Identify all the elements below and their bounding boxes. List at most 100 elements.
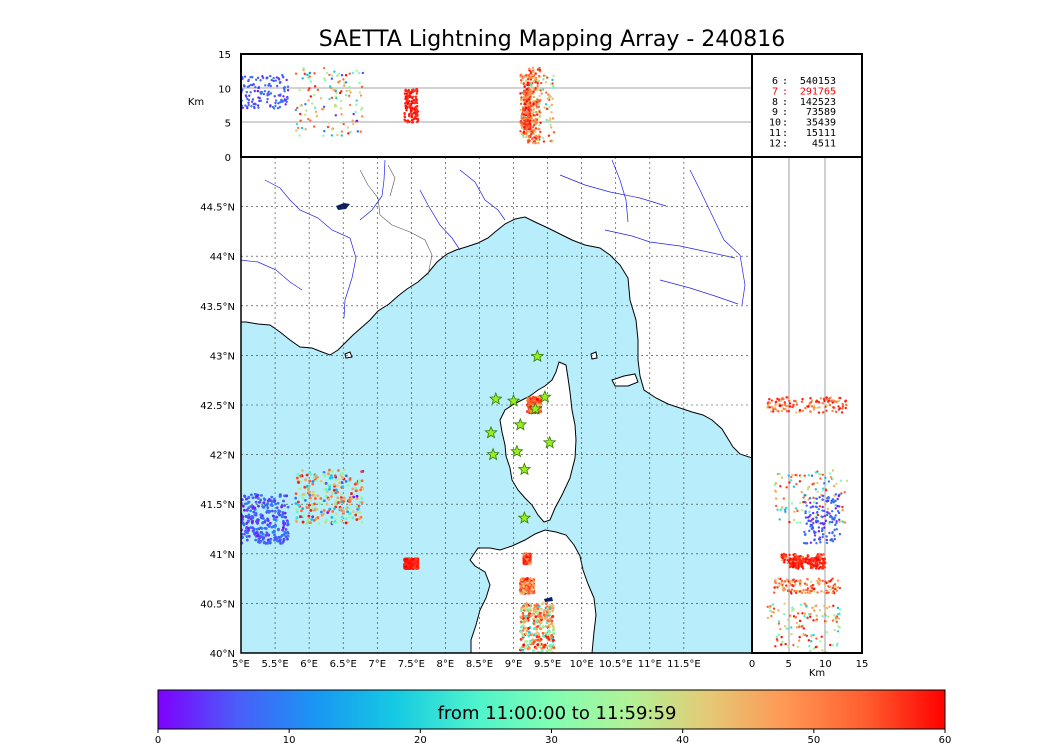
lightning-source-alt-lat xyxy=(799,475,802,478)
lightning-source xyxy=(294,502,298,505)
lightning-source-alt-lat xyxy=(782,612,786,616)
lat-tick-label: 44°N xyxy=(210,252,235,263)
lightning-source xyxy=(332,483,336,487)
lightning-source-alt-lat xyxy=(809,563,812,566)
lightning-source xyxy=(543,643,547,647)
lightning-source-alt-lat xyxy=(817,507,820,511)
lightning-source xyxy=(251,496,255,500)
legend-separator: : xyxy=(782,128,788,139)
lightning-source xyxy=(253,506,257,510)
lightning-source xyxy=(330,516,334,519)
lightning-source-alt-lon xyxy=(412,89,415,92)
lightning-source xyxy=(281,528,285,532)
lightning-source-alt-lat xyxy=(784,553,788,556)
lightning-source-alt-lon xyxy=(532,108,535,111)
lightning-source-alt-lat xyxy=(825,589,828,592)
lightning-source-alt-lat xyxy=(792,608,795,611)
lightning-source xyxy=(346,483,350,487)
lightning-source xyxy=(532,627,536,631)
lightning-source-alt-lat xyxy=(834,587,837,591)
lightning-source-alt-lon xyxy=(337,81,340,84)
lightning-source xyxy=(241,504,245,508)
lightning-source-alt-lon xyxy=(529,117,533,120)
lightning-source-alt-lat xyxy=(828,472,832,475)
lightning-source-alt-lat xyxy=(798,564,802,568)
lightning-source-alt-lon xyxy=(355,119,359,123)
lightning-source-alt-lat xyxy=(817,567,821,570)
lightning-source-alt-lon xyxy=(533,88,537,92)
lightning-source xyxy=(545,616,549,620)
lightning-source xyxy=(530,399,534,403)
lightning-source-alt-lon xyxy=(415,92,418,95)
lightning-source-alt-lon xyxy=(543,106,546,109)
lightning-source xyxy=(333,474,337,478)
lightning-source-alt-lon xyxy=(296,126,300,130)
lightning-source xyxy=(325,490,329,494)
lightning-source-alt-lat xyxy=(837,511,841,515)
lightning-source-alt-lat xyxy=(841,505,844,509)
lightning-source xyxy=(247,495,251,499)
lightning-source xyxy=(539,621,543,625)
lat-tick-label: 42°N xyxy=(210,451,235,462)
lightning-source xyxy=(547,637,551,641)
lightning-source-alt-lat xyxy=(820,515,823,518)
lightning-source-alt-lon xyxy=(535,103,538,107)
lightning-source xyxy=(355,518,359,521)
lightning-source-alt-lat xyxy=(812,521,815,525)
lightning-source-alt-lat xyxy=(829,580,832,583)
lightning-source-alt-lon xyxy=(548,119,551,122)
lightning-source-alt-lat xyxy=(767,405,770,408)
lightning-source xyxy=(409,561,413,565)
lightning-source-alt-lat xyxy=(797,639,801,642)
lightning-source-alt-lat xyxy=(798,480,802,483)
lightning-source xyxy=(357,479,361,483)
lightning-source-alt-lon xyxy=(526,116,529,120)
lightning-source-alt-lat xyxy=(812,404,816,407)
lightning-source xyxy=(282,521,285,525)
legend-separator: : xyxy=(782,118,788,129)
lon-tick-label: 10.5°E xyxy=(599,659,633,670)
lightning-source-alt-lat xyxy=(791,580,794,584)
lightning-source-alt-lon xyxy=(351,119,354,122)
lat-tick-label: 40°N xyxy=(210,649,235,660)
lightning-source-alt-lon xyxy=(316,88,320,92)
lightning-source-alt-lat xyxy=(821,505,824,509)
lightning-source-alt-lat xyxy=(768,606,771,609)
lightning-source-alt-lat xyxy=(816,481,819,485)
lightning-source xyxy=(243,532,246,536)
lightning-source-alt-lat xyxy=(827,591,830,594)
lightning-source-alt-lat xyxy=(800,490,803,494)
lightning-source-alt-lat xyxy=(785,410,789,413)
lightning-source-alt-lon xyxy=(527,81,530,85)
lightning-source-alt-lon xyxy=(526,78,530,81)
lightning-source xyxy=(521,634,525,638)
lightning-source-alt-lat xyxy=(819,565,822,569)
lightning-source-alt-lat xyxy=(808,496,812,500)
lightning-source-alt-lat xyxy=(781,641,784,644)
lightning-source-alt-lat xyxy=(829,588,832,591)
lightning-source xyxy=(254,513,258,517)
lightning-source-alt-lat xyxy=(823,526,826,529)
lightning-source-alt-lat xyxy=(798,619,802,623)
lightning-source xyxy=(247,506,251,510)
lightning-source-alt-lon xyxy=(552,74,555,78)
lightning-source xyxy=(522,589,525,592)
lightning-source-alt-lat xyxy=(773,483,776,487)
lightning-source-alt-lon xyxy=(359,108,363,111)
lightning-source-alt-lat xyxy=(831,477,834,481)
lightning-source xyxy=(350,497,354,500)
lightning-source xyxy=(359,488,363,492)
lightning-source xyxy=(404,557,408,561)
lightning-source xyxy=(259,498,262,502)
lightning-source-alt-lon xyxy=(550,111,553,114)
lightning-source-alt-lat xyxy=(835,589,839,592)
lightning-source-alt-lon xyxy=(404,119,407,123)
colorbar-tick-label: 50 xyxy=(807,735,820,746)
lightning-source-alt-lon xyxy=(527,134,531,138)
lightning-source-alt-lat xyxy=(794,615,798,619)
lightning-source-alt-lon xyxy=(408,94,412,98)
top-alt-tick-label: 10 xyxy=(218,84,231,95)
lightning-source xyxy=(295,520,298,524)
lightning-source-alt-lat xyxy=(809,501,812,504)
legend-panel: 6:5401537:2917658:1425239:7358910:354391… xyxy=(751,53,863,158)
